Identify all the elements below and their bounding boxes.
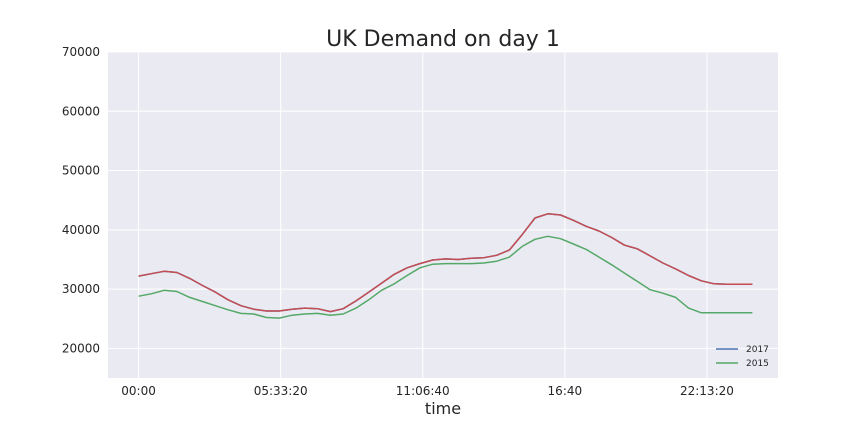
x-tick-label: 00:00 (121, 384, 156, 398)
y-tick-label: 60000 (62, 104, 100, 118)
grid (108, 51, 778, 378)
y-tick-label: 40000 (62, 223, 100, 237)
x-tick-label: 05:33:20 (254, 384, 308, 398)
y-tick-label: 30000 (62, 282, 100, 296)
legend-label: 2015 (746, 359, 769, 369)
x-tick-label: 22:13:20 (680, 384, 734, 398)
series-line-unlabeled (138, 213, 753, 313)
plot-background (108, 52, 778, 378)
y-tick-label: 70000 (62, 45, 100, 59)
series-lines (138, 213, 753, 319)
legend: 2017 2015 (716, 345, 769, 369)
x-tick-label: 11:06:40 (396, 384, 450, 398)
chart-title: UK Demand on day 1 (326, 27, 560, 52)
y-tick-label: 20000 (62, 341, 100, 355)
x-tick-label: 16:40 (548, 384, 583, 398)
x-axis-ticks: 00:00 05:33:20 11:06:40 16:40 22:13:20 (121, 384, 734, 398)
series-line-2015 (138, 235, 753, 319)
y-tick-label: 50000 (62, 164, 100, 178)
y-axis-ticks: 20000 30000 40000 50000 60000 70000 (62, 45, 100, 355)
x-axis-label: time (425, 399, 461, 418)
legend-label: 2017 (746, 345, 769, 355)
